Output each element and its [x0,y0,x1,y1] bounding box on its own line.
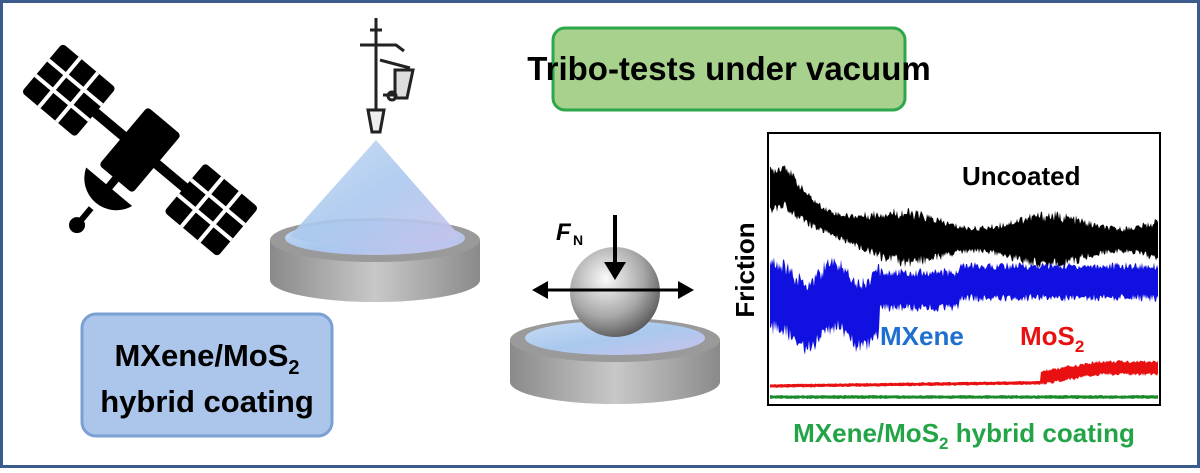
caption-sub: 2 [939,434,948,453]
title: Tribo-tests under vacuum [527,50,930,87]
curve-label: Uncoated [962,161,1080,191]
curves [770,165,1158,399]
curve-caption: MXene/MoS2 hybrid coating [793,418,1135,453]
coating-line1: MXene/MoS2 [114,338,299,379]
coating-line2: hybrid coating [100,384,314,419]
satellite-icon [23,44,257,256]
y-label: Friction [730,222,760,317]
curve-label-text: MoS [1020,321,1075,351]
plot-frame [767,132,1161,406]
coating-box [80,312,334,438]
curve-label: MXene [880,321,964,351]
curve-label: MoS2 [1020,321,1084,356]
friction-curve [770,360,1158,388]
curve-label-sub: 2 [1075,337,1084,356]
title-box [551,26,907,112]
friction-curve [770,257,1158,355]
friction-curve [770,395,1158,399]
caption-text: MXene/MoS [793,418,939,448]
force-symbol: F [556,219,572,246]
tribo-setup [510,215,720,404]
coating-sub: 2 [288,357,299,379]
force-subscript: N [573,232,583,248]
caption-rest: hybrid coating [949,418,1135,448]
coating-text: MXene/MoS [114,338,288,373]
friction-curve [770,165,1158,269]
airbrush-icon [360,18,415,134]
spray-disc [270,140,480,302]
